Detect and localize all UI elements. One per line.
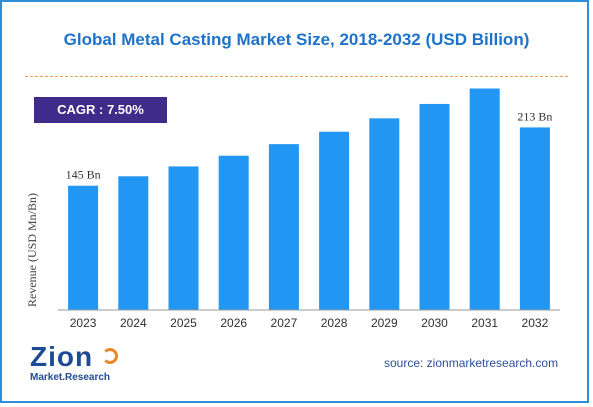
bar-2025 [168,166,199,310]
cagr-badge: CAGR : 7.50% [34,97,167,123]
x-tick-2025: 2025 [170,316,197,330]
data-label-2023: 145 Bn [66,168,101,182]
x-tick-2027: 2027 [271,316,298,330]
logo-swirl-icon [102,348,118,364]
y-axis-label: Revenue (USD Mn/Bn) [25,193,39,307]
bar-2024 [118,176,149,310]
bar-2031 [469,88,500,310]
bar-2027 [268,144,299,310]
x-tick-2023: 2023 [70,316,97,330]
bar-2032 [519,127,550,310]
x-tick-2026: 2026 [220,316,247,330]
x-tick-2030: 2030 [421,316,448,330]
zion-logo: Zion Market.Research [30,342,140,392]
x-tick-2031: 2031 [471,316,498,330]
x-tick-2028: 2028 [321,316,348,330]
bar-2026 [218,155,249,310]
logo-wordmark: Zion [30,341,94,372]
bar-2029 [369,118,400,310]
chart-title: Global Metal Casting Market Size, 2018-2… [63,30,530,49]
bar-2023 [68,185,99,310]
source-text: source: zionmarketresearch.com [384,356,559,370]
bar-2030 [419,103,450,310]
bar-group [68,88,550,310]
x-tick-2029: 2029 [371,316,398,330]
x-tick-2032: 2032 [522,316,549,330]
data-labels: 145 Bn 213 Bn [66,109,553,181]
x-tick-2024: 2024 [120,316,147,330]
bar-2028 [319,131,350,310]
title-divider [25,76,568,77]
logo-subtext: Market.Research [30,372,111,383]
x-tick-labels: 2023 2024 2025 2026 2027 2028 2029 2030 2031 2032 [70,316,549,330]
data-label-2032: 213 Bn [517,109,552,123]
